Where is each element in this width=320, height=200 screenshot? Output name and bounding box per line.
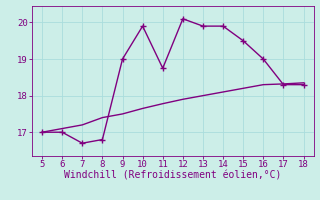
X-axis label: Windchill (Refroidissement éolien,°C): Windchill (Refroidissement éolien,°C) bbox=[64, 171, 282, 181]
